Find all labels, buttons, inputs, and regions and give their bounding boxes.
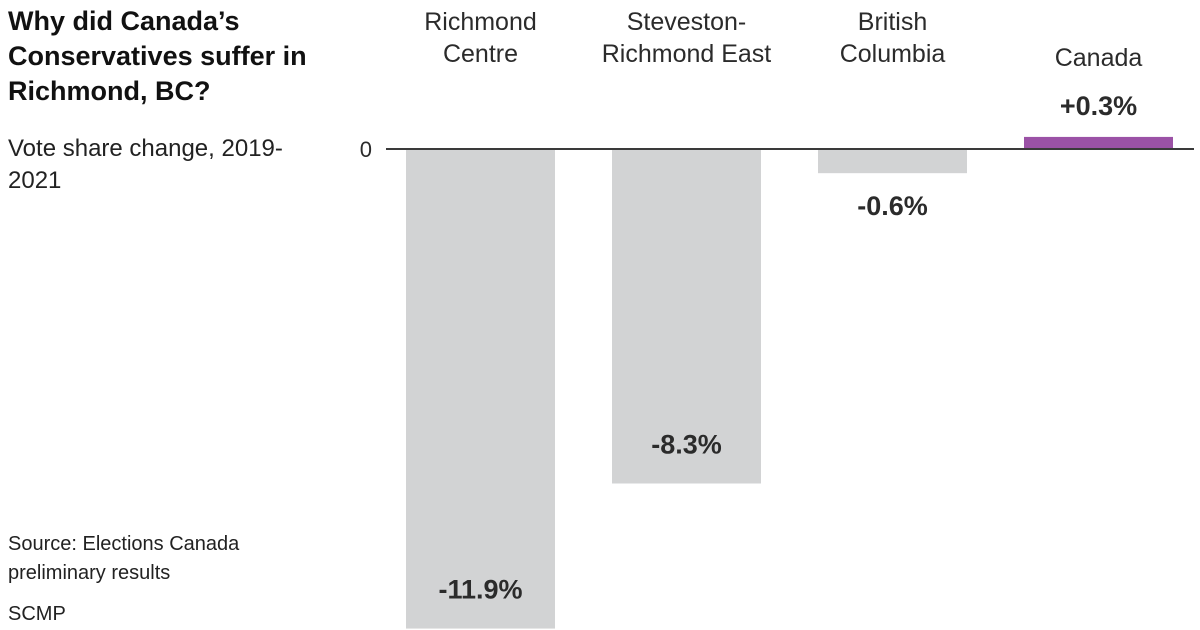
category-label: Canada [1055, 44, 1143, 72]
bar [1024, 136, 1173, 149]
chart-subtitle: Vote share change, 2019-2021 [8, 135, 283, 194]
value-label: +0.3% [1060, 91, 1137, 121]
bar [406, 149, 555, 629]
category-label: Richmond [424, 8, 537, 36]
bar [818, 149, 967, 174]
category-label: Steveston- [627, 8, 747, 36]
source-line: preliminary results [8, 562, 171, 584]
category-label: Centre [443, 40, 518, 68]
source-line: Source: Elections Canada [8, 533, 240, 555]
bar [612, 149, 761, 484]
category-label: British [858, 8, 927, 36]
zero-tick-label: 0 [360, 137, 372, 162]
value-label: -11.9% [438, 575, 522, 605]
category-label: Columbia [840, 40, 946, 68]
value-label: -8.3% [651, 429, 722, 459]
category-label: Richmond East [602, 40, 772, 68]
chart-title: Why did Canada’s Conservatives suffer in… [8, 6, 307, 106]
credit-label: SCMP [8, 603, 66, 625]
source-note: Source: Elections Canada preliminary res… [8, 530, 328, 588]
value-label: -0.6% [857, 191, 928, 221]
